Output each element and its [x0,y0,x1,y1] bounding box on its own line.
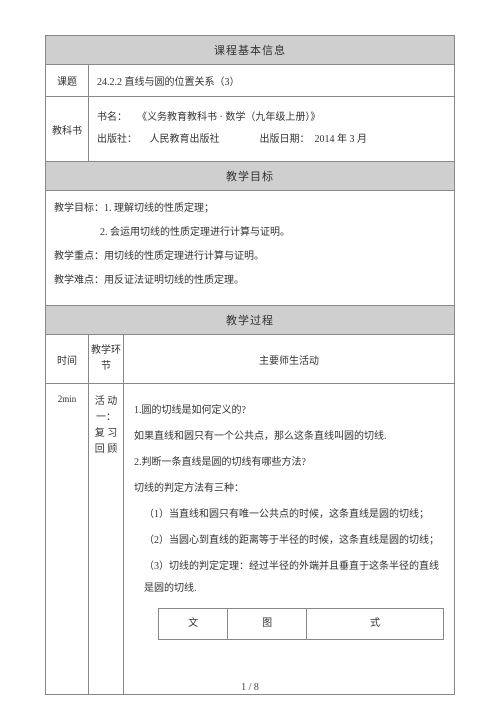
mini-c1: 文 [159,609,228,640]
act-a2: 切线的判定方法有三种： [134,478,444,500]
proc-head-time: 时间 [46,335,89,384]
tb-date: 2014 年 3 月 [315,134,368,145]
mini-table: 文 图 式 [158,608,444,640]
stage-a: 活 动 一： [95,396,118,423]
goals-block: 教学目标：1. 理解切线的性质定理； 2. 会运用切线的性质定理进行计算与证明。… [46,191,455,306]
section-header-basic: 课程基本信息 [46,36,455,65]
tb-pub-label: 出版社： [97,134,137,145]
mini-c3: 式 [306,609,443,640]
goal-focus: 教学重点：用切线的性质定理进行计算与证明。 [54,247,446,267]
value-textbook: 书名： 《义务教育教科书 · 数学（九年级上册）》 出版社： 人民教育出版社 出… [89,97,455,162]
act-q2: 2.判断一条直线是圆的切线有哪些方法? [134,452,444,474]
proc-stage: 活 动 一： 复 习 回 顾 [89,384,124,695]
section-header-process: 教学过程 [46,306,455,335]
page-number: 1 / 8 [0,682,500,693]
proc-head-activity: 主要师生活动 [124,335,455,384]
stage-b: 复 习 回 顾 [95,428,118,455]
act-m2: （2）当圆心到直线的距离等于半径的时候，这条直线是圆的切线； [134,530,444,552]
mini-c2: 图 [228,609,307,640]
act-m3: （3）切线的判定定理：经过半径的外端并且垂直于这条半径的直线是圆的切线. [134,556,444,600]
goal-1: 教学目标：1. 理解切线的性质定理； [54,199,446,219]
act-q1: 1.圆的切线是如何定义的? [134,400,444,422]
proc-time: 2min [46,384,89,695]
goal-difficulty: 教学难点：用反证法证明切线的性质定理。 [54,271,446,291]
tb-name: 《义务教育教科书 · 数学（九年级上册）》 [137,112,320,123]
tb-pub: 人民教育出版社 [150,134,220,145]
lesson-table: 课程基本信息 课题 24.2.2 直线与圆的位置关系（3） 教科书 书名： 《义… [45,35,455,695]
proc-head-stage: 教学环节 [89,335,124,384]
goal-2: 2. 会运用切线的性质定理进行计算与证明。 [54,223,446,243]
label-textbook: 教科书 [46,97,89,162]
value-topic: 24.2.2 直线与圆的位置关系（3） [89,65,455,97]
tb-date-label: 出版日期： [260,134,310,145]
act-a1: 如果直线和圆只有一个公共点，那么这条直线叫圆的切线. [134,426,444,448]
act-m1: （1）当直线和圆只有唯一公共点的时候，这条直线是圆的切线； [134,504,444,526]
proc-activity: 1.圆的切线是如何定义的? 如果直线和圆只有一个公共点，那么这条直线叫圆的切线.… [124,384,455,695]
tb-name-label: 书名： [97,112,127,123]
section-header-goals: 教学目标 [46,162,455,191]
label-topic: 课题 [46,65,89,97]
